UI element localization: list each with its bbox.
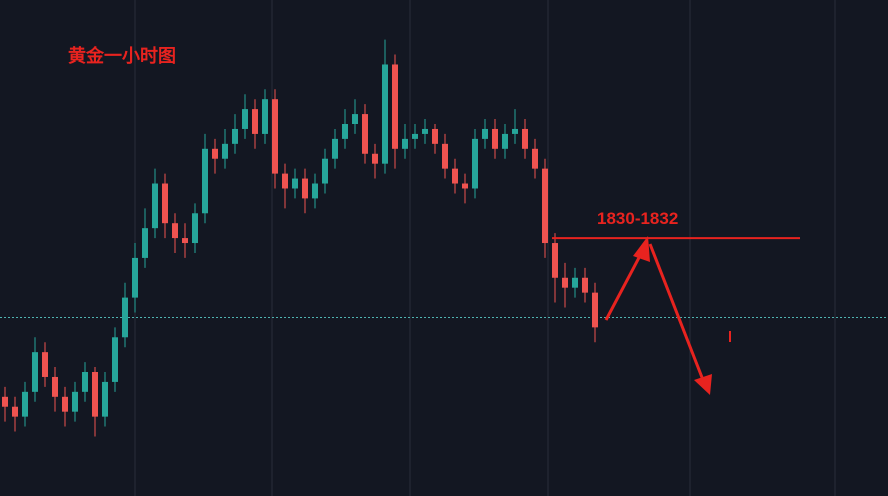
candle-body [292, 178, 298, 189]
candle-body [72, 391, 78, 412]
candle-body [62, 396, 68, 412]
candle-body [592, 292, 598, 328]
candle-body [432, 128, 438, 144]
candle-body [442, 143, 448, 169]
candle-body [202, 148, 208, 214]
candle-body [102, 381, 108, 417]
candle-body [492, 128, 498, 149]
candle-body [82, 372, 88, 392]
candle-body [12, 406, 18, 417]
arrow-head [633, 236, 650, 262]
candle-body [242, 109, 248, 129]
candle-body [222, 143, 228, 159]
candle-body [532, 148, 538, 169]
candle-body [582, 277, 588, 293]
candle-body [522, 128, 528, 149]
candle-body [312, 183, 318, 199]
level-label: 1830-1832 [597, 209, 678, 228]
arrow-up [604, 251, 644, 321]
candle-body [382, 64, 388, 164]
candle-body [512, 128, 518, 134]
candle-body [412, 133, 418, 139]
candle-body [52, 376, 58, 397]
candle-body [352, 114, 358, 124]
candle-body [482, 128, 488, 139]
candle-body [142, 228, 148, 258]
candle-body [322, 158, 328, 184]
candle-body [342, 124, 348, 139]
candle-body [392, 64, 398, 149]
candle-body [262, 99, 268, 134]
candle-body [562, 277, 568, 288]
candle-body [172, 223, 178, 239]
candle-body [542, 168, 548, 244]
arrow-head [694, 374, 712, 395]
candle-body [2, 396, 8, 407]
candle-body [152, 183, 158, 229]
candle-body [462, 183, 468, 189]
candles [0, 39, 888, 437]
candle-body [452, 168, 458, 184]
candle-body [182, 238, 188, 244]
candle-body [42, 352, 48, 377]
candle-body [472, 138, 478, 189]
candle-body [272, 99, 278, 174]
candle-body [22, 391, 28, 417]
candle-body [112, 337, 118, 382]
candle-body [422, 128, 428, 134]
candle-body [132, 257, 138, 298]
candle-body [232, 128, 238, 144]
chart-title: 黄金一小时图 [68, 45, 176, 67]
candle-body [122, 297, 128, 338]
candle-body [572, 277, 578, 288]
candle-body [162, 183, 168, 224]
candle-body [192, 213, 198, 244]
candle-body [552, 243, 558, 278]
candle-body [302, 178, 308, 199]
candle-body [212, 148, 218, 159]
candle-body [252, 109, 258, 134]
candle-body [372, 153, 378, 164]
projection [604, 236, 731, 395]
time-grid [134, 0, 836, 496]
candle-body [32, 352, 38, 392]
candle-body [92, 372, 98, 417]
candle-body [332, 138, 338, 159]
arrow-down [648, 243, 705, 381]
candle-body [402, 138, 408, 149]
candle-body [282, 173, 288, 189]
candle-body [502, 133, 508, 149]
candle-body [362, 114, 368, 154]
